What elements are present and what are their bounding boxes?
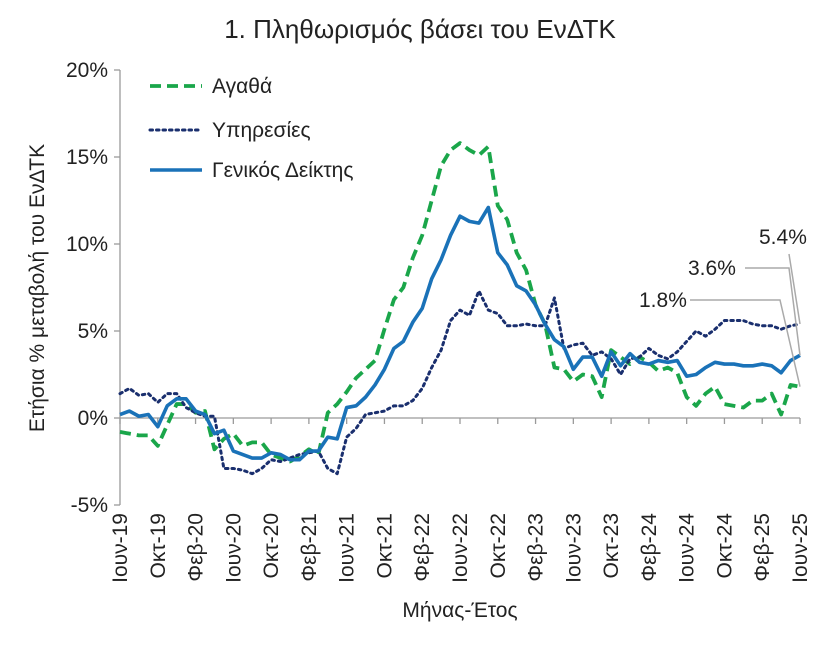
series-lines — [118, 141, 802, 476]
y-tick-label: 10% — [66, 233, 108, 256]
legend-label-3: Γενικός Δείκτης — [212, 159, 353, 182]
x-tick-label: Ιουν-24 — [676, 513, 699, 583]
annotation-label: 3.6% — [688, 257, 736, 280]
legend: Αγαθά Υπηρεσίες Γενικός Δείκτης — [148, 75, 353, 182]
series-line-3 — [119, 205, 801, 462]
x-tick-label: Φεβ-25 — [751, 513, 774, 582]
y-axis-label: Ετήσια % μεταβολή του ΕνΔΤΚ — [26, 144, 49, 432]
y-tick-label: 5% — [78, 320, 108, 343]
x-tick-label: Ιουν-21 — [336, 513, 359, 583]
x-tick-label: Οκτ-21 — [373, 513, 396, 578]
x-tick-label: Ιουν-19 — [109, 513, 132, 583]
x-tick-label: Φεβ-22 — [411, 513, 434, 582]
x-tick-label: Οκτ-22 — [487, 513, 510, 578]
annotations: 5.4% 3.6%1.8% — [639, 226, 807, 387]
x-tick-label: Οκτ-23 — [600, 513, 623, 578]
annotation-leader — [690, 299, 801, 387]
annotation-leader — [788, 253, 801, 325]
series-line-2 — [118, 289, 802, 476]
x-tick-label: Ιουν-20 — [222, 513, 245, 583]
x-axis-label: Μήνας-Έτος — [402, 599, 517, 622]
x-tick-label: Ιουν-22 — [449, 513, 472, 583]
x-tick-label: Ιουν-25 — [789, 513, 812, 583]
x-tick-label: Ιουν-23 — [562, 513, 585, 583]
x-tick-label: Οκτ-24 — [713, 513, 736, 579]
x-tick-label: Οκτ-20 — [260, 513, 283, 578]
x-tick-label: Οκτ-19 — [147, 513, 170, 578]
chart-title: 1. Πληθωρισμός βάσει του ΕνΔΤΚ — [224, 14, 616, 44]
x-tick-label: Φεβ-21 — [298, 513, 321, 582]
annotation-label: 5.4% — [759, 226, 807, 249]
x-tick-label: Φεβ-23 — [525, 513, 548, 582]
annotation-label: 1.8% — [639, 289, 687, 312]
legend-label-1: Αγαθά — [212, 75, 272, 98]
legend-label-2: Υπηρεσίες — [212, 119, 311, 142]
annotation-leader — [745, 267, 801, 356]
y-tick-label: 15% — [66, 146, 108, 169]
y-tick-label: 20% — [66, 59, 108, 82]
series-line-1 — [119, 141, 801, 464]
y-tick-label: 0% — [78, 407, 108, 430]
x-tick-label: Φεβ-24 — [638, 513, 661, 582]
y-tick-label: -5% — [71, 494, 108, 517]
x-tick-label: Φεβ-20 — [185, 513, 208, 582]
axes: -5% 0% 5% 10% 15% 20% Ιουν-19 Οκτ-19 Φεβ-20 Ιουν-… — [66, 59, 812, 583]
